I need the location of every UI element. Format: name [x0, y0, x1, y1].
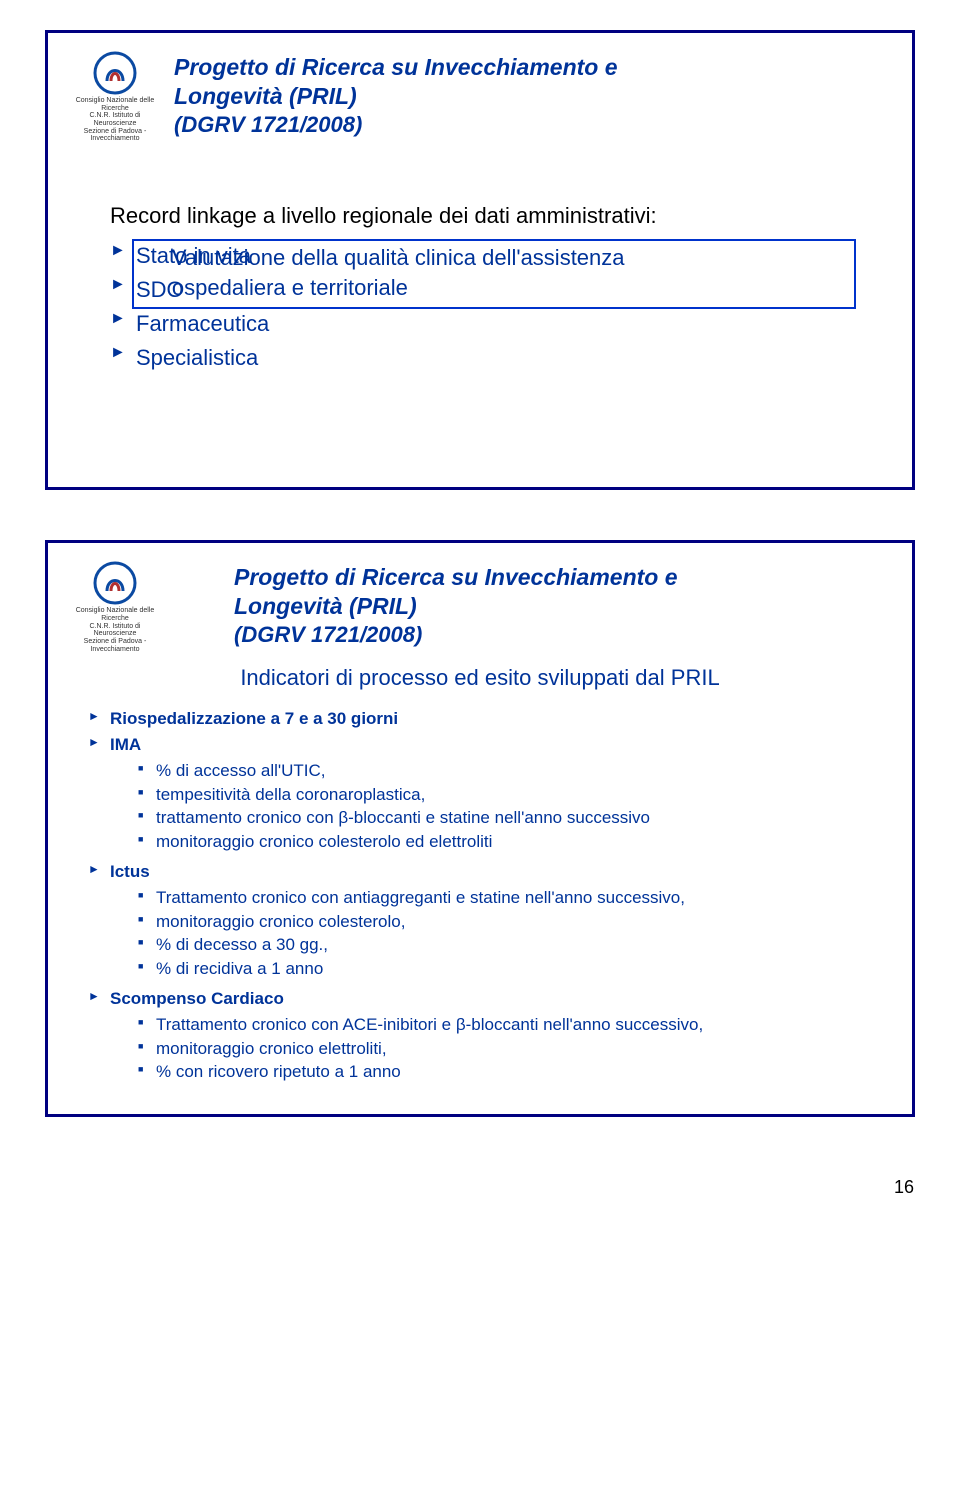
sub-list: Trattamento cronico con antiaggreganti e…: [138, 886, 890, 981]
cnr-logo-icon: [93, 561, 137, 605]
logo-block: Consiglio Nazionale delle Ricerche C.N.R…: [70, 51, 160, 143]
group-label: IMA: [110, 735, 141, 754]
logo-caption-1: Consiglio Nazionale delle Ricerche: [70, 607, 160, 622]
title-line-3: (DGRV 1721/2008): [174, 111, 618, 139]
sub-item: monitoraggio cronico colesterolo,: [138, 910, 890, 934]
title-line-2: Longevità (PRIL): [174, 82, 618, 111]
logo-block: Consiglio Nazionale delle Ricerche C.N.R…: [70, 561, 160, 653]
slide-subtitle: Indicatori di processo ed esito sviluppa…: [70, 665, 890, 691]
sub-item: % di recidiva a 1 anno: [138, 957, 890, 981]
list-item: Specialistica: [110, 341, 870, 375]
list-item: IMA % di accesso all'UTIC, tempesitività…: [88, 733, 890, 854]
sub-item: Trattamento cronico con antiaggreganti e…: [138, 886, 890, 910]
sub-item: % di accesso all'UTIC,: [138, 759, 890, 783]
page-number: 16: [0, 1147, 960, 1218]
slide-header: Consiglio Nazionale delle Ricerche C.N.R…: [70, 561, 890, 653]
group-label: Riospedalizzazione a 7 e a 30 giorni: [110, 709, 398, 728]
list-item: Farmaceutica: [110, 307, 870, 341]
logo-caption-3: Sezione di Padova - Invecchiamento: [70, 638, 160, 653]
list-item: Ictus Trattamento cronico con antiaggreg…: [88, 860, 890, 981]
cnr-logo-icon: [93, 51, 137, 95]
slide-title: Progetto di Ricerca su Invecchiamento e …: [174, 561, 678, 648]
sub-list: Trattamento cronico con ACE-inibitori e …: [138, 1013, 890, 1084]
logo-caption-1: Consiglio Nazionale delle Ricerche: [70, 97, 160, 112]
sub-item: monitoraggio cronico colesterolo ed elet…: [138, 830, 890, 854]
group-label: Ictus: [110, 862, 150, 881]
title-line-1: Progetto di Ricerca su Invecchiamento e: [234, 563, 678, 592]
sub-item: % di decesso a 30 gg.,: [138, 933, 890, 957]
logo-caption-2: C.N.R. Istituto di Neuroscienze: [70, 623, 160, 638]
highlight-line-1: Valutazione della qualità clinica dell'a…: [172, 245, 625, 270]
lead-in-text: Record linkage a livello regionale dei d…: [110, 203, 870, 229]
slide-2: Consiglio Nazionale delle Ricerche C.N.R…: [45, 540, 915, 1117]
logo-caption-3: Sezione di Padova - Invecchiamento: [70, 128, 160, 143]
group-label: Scompenso Cardiaco: [110, 989, 284, 1008]
sub-item: % con ricovero ripetuto a 1 anno: [138, 1060, 890, 1084]
title-line-3: (DGRV 1721/2008): [234, 621, 678, 649]
sub-item: trattamento cronico con β-bloccanti e st…: [138, 806, 890, 830]
sub-item: Trattamento cronico con ACE-inibitori e …: [138, 1013, 890, 1037]
slide-content: Record linkage a livello regionale dei d…: [70, 203, 890, 463]
logo-caption-2: C.N.R. Istituto di Neuroscienze: [70, 112, 160, 127]
indicator-list: Riospedalizzazione a 7 e a 30 giorni IMA…: [88, 707, 890, 1084]
slide-header: Consiglio Nazionale delle Ricerche C.N.R…: [70, 51, 890, 143]
highlight-overlay: ► Valutazione della qualità clinica dell…: [132, 239, 856, 308]
list-item: Scompenso Cardiaco Trattamento cronico c…: [88, 987, 890, 1084]
list-item: Riospedalizzazione a 7 e a 30 giorni: [88, 707, 890, 731]
title-line-1: Progetto di Ricerca su Invecchiamento e: [174, 53, 618, 82]
sub-item: tempesitività della coronaroplastica,: [138, 783, 890, 807]
title-line-2: Longevità (PRIL): [234, 592, 678, 621]
highlight-line-2: ospedaliera e territoriale: [172, 275, 408, 300]
sub-list: % di accesso all'UTIC, tempesitività del…: [138, 759, 890, 854]
sub-item: monitoraggio cronico elettroliti,: [138, 1037, 890, 1061]
slide-1: Consiglio Nazionale delle Ricerche C.N.R…: [45, 30, 915, 490]
slide-title: Progetto di Ricerca su Invecchiamento e …: [174, 51, 618, 138]
